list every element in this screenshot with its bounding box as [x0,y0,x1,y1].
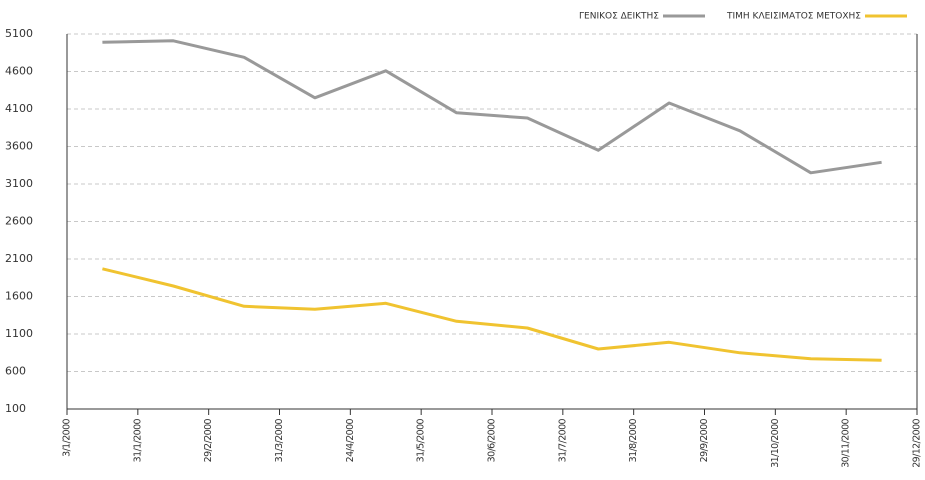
legend-label: ΤΙΜΗ ΚΛΕΙΣΙΜΑΤΟΣ ΜΕΤΟΧΗΣ [726,12,861,22]
x-tick-label: 31/7/2000 [557,418,568,462]
y-tick-label: 600 [5,365,26,378]
series-line [102,267,882,362]
x-tick-label: 31/10/2000 [770,418,781,467]
x-tick-label: 31/1/2000 [132,418,143,462]
x-tick-label: 24/4/2000 [345,418,356,462]
y-tick-label: 4600 [5,65,33,78]
y-tick-label: 4100 [5,102,33,115]
y-tick-label: 3100 [5,177,33,190]
y-tick-label: 5100 [5,27,33,40]
x-tick-label: 3/1/2000 [62,418,73,456]
x-tick-label: 30/6/2000 [487,418,498,462]
legend-label: ΓΕΝΙΚΟΣ ΔΕΙΚΤΗΣ [579,12,659,22]
y-tick-label: 100 [5,402,26,415]
x-tick-label: 29/9/2000 [699,418,710,462]
x-tick-label: 29/2/2000 [203,418,214,462]
x-tick-label: 31/5/2000 [416,418,427,462]
x-tick-label: 29/12/2000 [912,418,923,467]
y-tick-label: 1600 [5,290,33,303]
x-tick-label: 31/3/2000 [274,418,285,462]
y-tick-label: 2100 [5,252,33,265]
y-tick-label: 1100 [5,327,33,340]
x-tick-label: 30/11/2000 [841,418,852,467]
series-line [102,39,882,175]
x-tick-label: 31/8/2000 [628,418,639,462]
y-tick-label: 2600 [5,215,33,228]
y-tick-label: 3600 [5,140,33,153]
